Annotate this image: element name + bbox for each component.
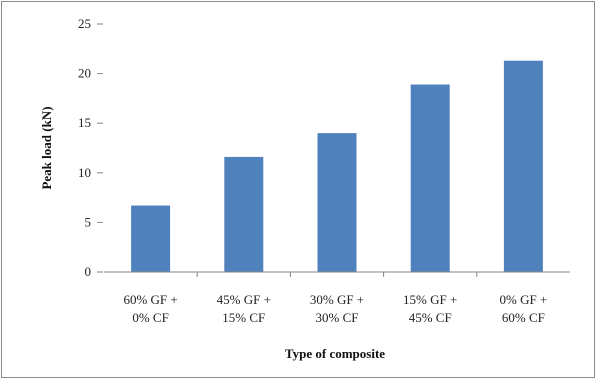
y-tick-label: 5: [85, 214, 92, 229]
y-tick-label: 15: [78, 115, 91, 130]
x-category-label: 45% CF: [409, 310, 452, 325]
x-category-label: 60% CF: [502, 310, 545, 325]
y-axis-ticks: 0 5 10 15 20 25: [78, 16, 103, 279]
y-tick-label: 0: [85, 264, 92, 279]
bar-2: [224, 156, 264, 272]
x-axis-title: Type of composite: [285, 346, 385, 361]
x-category-label: 15% GF +: [403, 292, 457, 307]
x-category-label: 45% GF +: [217, 292, 271, 307]
bar-1: [131, 205, 171, 272]
x-category-label: 30% GF +: [310, 292, 364, 307]
bar-5: [503, 60, 543, 273]
bar-4: [410, 84, 450, 273]
bars: [131, 60, 543, 273]
y-axis-title: Peak load (kN): [39, 106, 54, 189]
y-tick-label: 25: [78, 16, 91, 31]
x-category-label: 0% GF +: [500, 292, 548, 307]
x-category-label: 60% GF +: [123, 292, 177, 307]
x-category-label: 30% CF: [316, 310, 359, 325]
y-tick-label: 10: [78, 165, 91, 180]
y-tick-label: 20: [78, 66, 91, 81]
x-axis-categories: 60% GF + 0% CF 45% GF + 15% CF 30% GF + 30% C…: [123, 272, 547, 325]
x-category-label: 15% CF: [222, 310, 265, 325]
x-category-label: 0% CF: [132, 310, 168, 325]
bar-3: [317, 133, 357, 272]
